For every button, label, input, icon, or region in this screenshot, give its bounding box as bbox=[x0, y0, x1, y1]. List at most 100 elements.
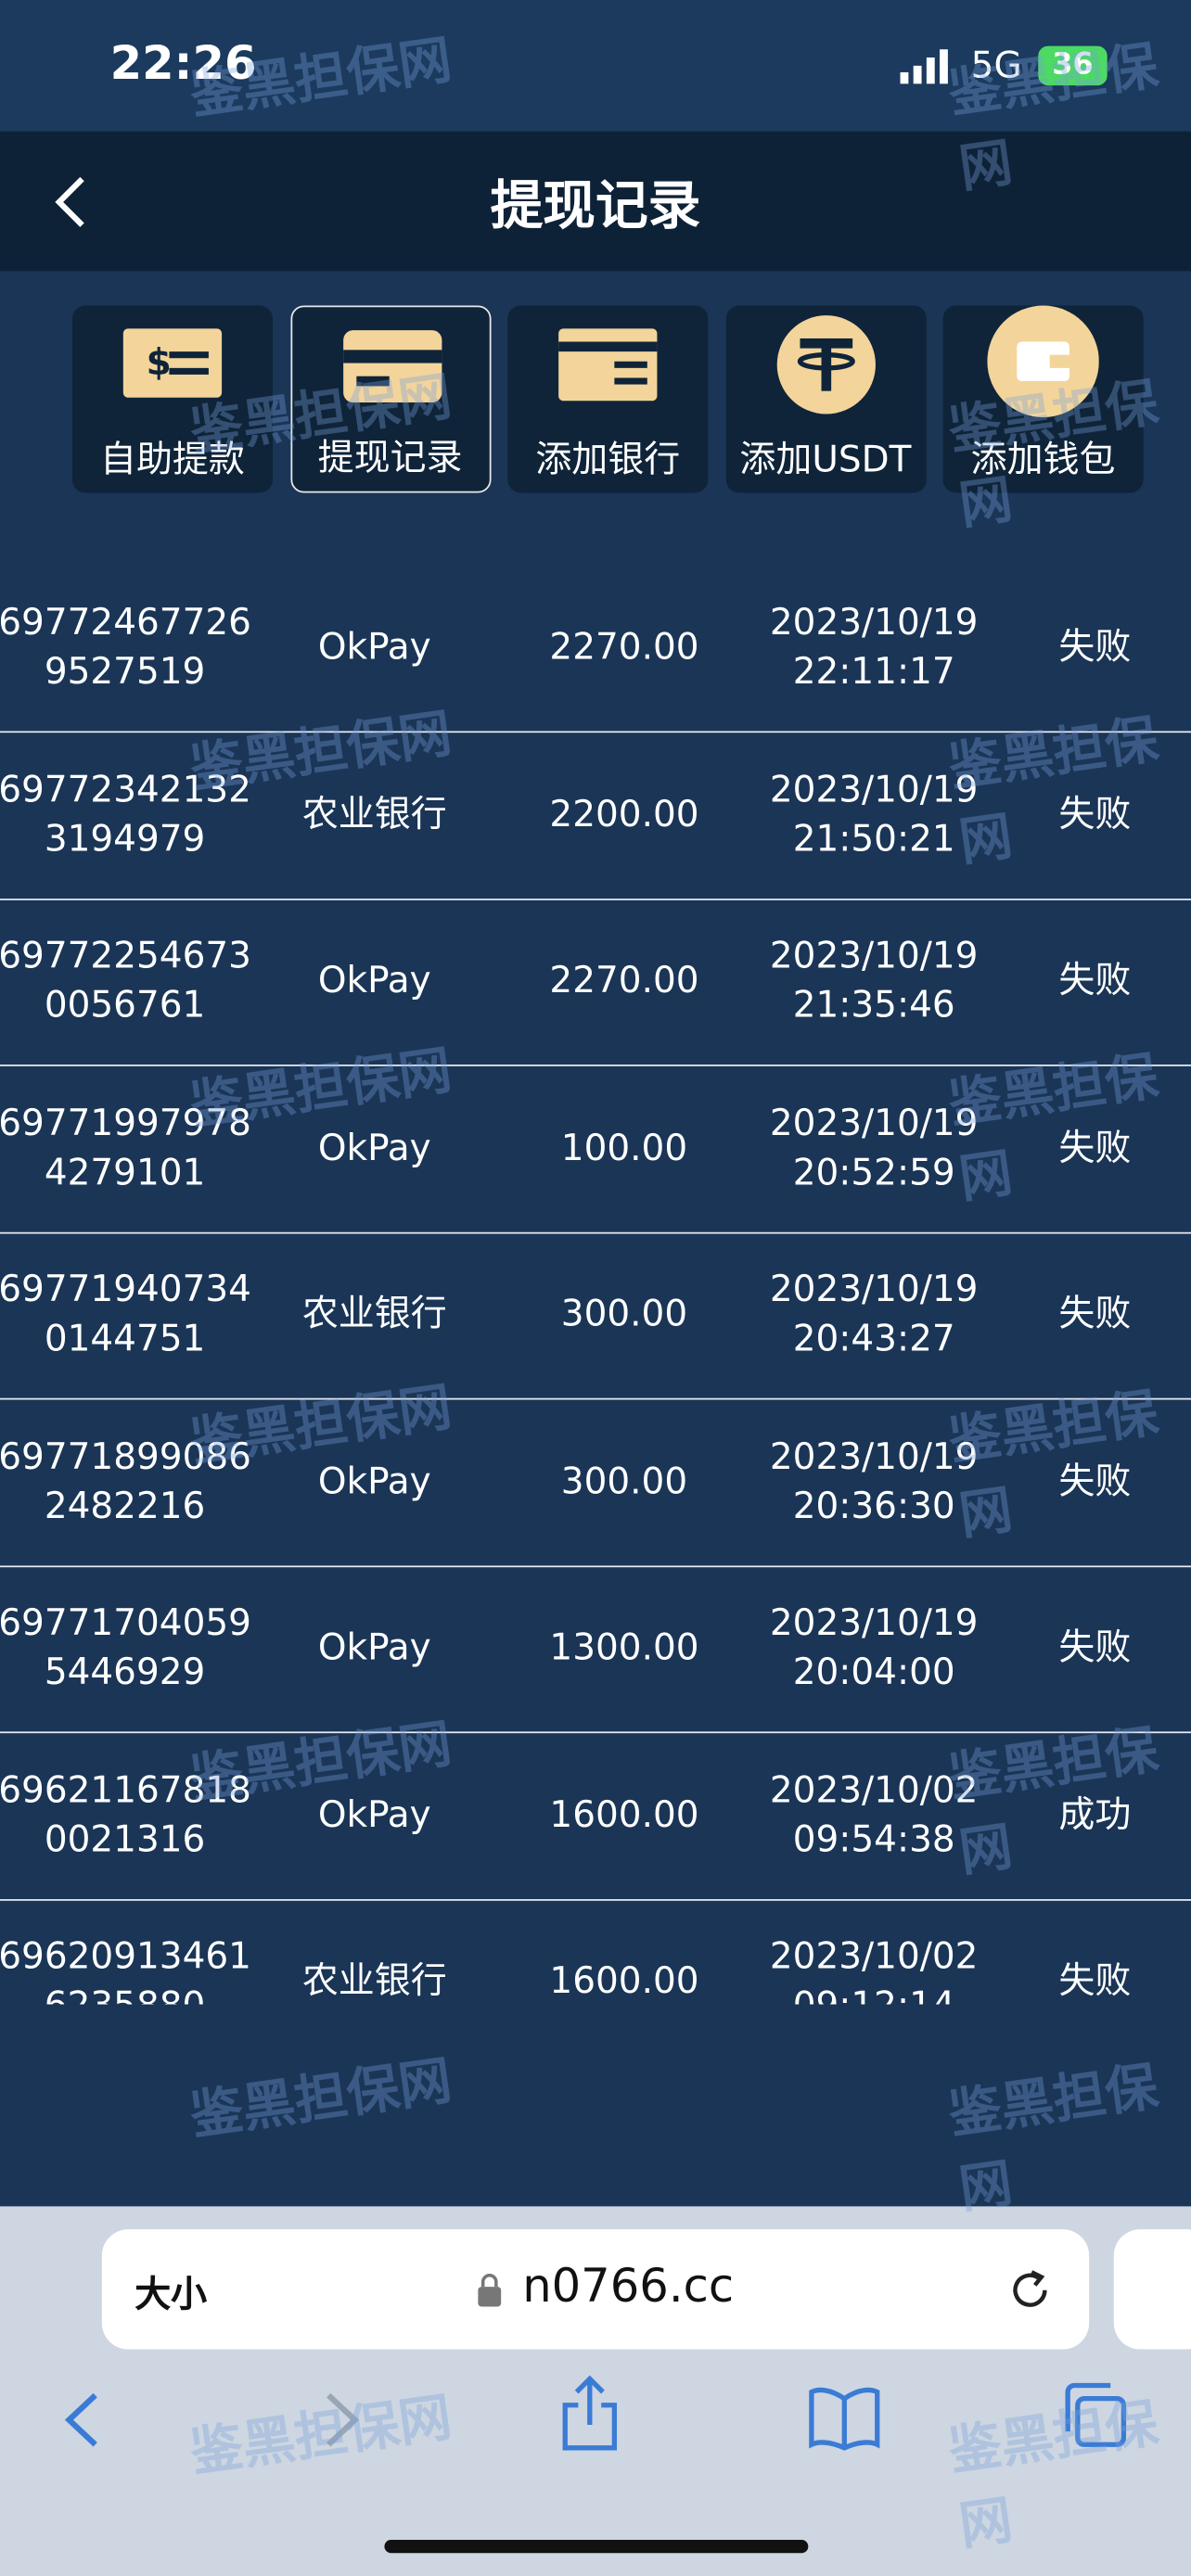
date: 2023/10/19 bbox=[769, 1103, 979, 1144]
order-id-line: 69772467726 bbox=[0, 603, 251, 644]
tab-button[interactable]: 添加银行 bbox=[507, 305, 709, 493]
order-id-line: 2482216 bbox=[44, 1486, 206, 1527]
amount: 2270.00 bbox=[549, 961, 699, 1002]
time: 20:43:27 bbox=[792, 1319, 955, 1360]
back-nav[interactable] bbox=[64, 2392, 97, 2447]
amount: 1600.00 bbox=[549, 1794, 699, 1836]
datetime: 2023/10/19 21:35:46 bbox=[749, 900, 999, 1065]
tab-label: 添加钱包 bbox=[970, 440, 1116, 482]
record-row: 69620913461 6235880 农业银行 1600.00 2023/10/02 0… bbox=[0, 1901, 1191, 2005]
status: 失败 bbox=[1058, 1460, 1132, 1503]
date: 2023/10/19 bbox=[769, 1603, 979, 1645]
record-row: 69771704059 5446929 OkPay 1300.00 2023/10/19… bbox=[0, 1567, 1191, 1734]
tab-label: 添加USDT bbox=[739, 440, 912, 482]
amount: 100.00 bbox=[560, 1128, 688, 1169]
bookmarks-nav[interactable] bbox=[809, 2387, 880, 2451]
reload-button[interactable] bbox=[1005, 2265, 1055, 2315]
tab-label: 提现记录 bbox=[317, 439, 463, 480]
status: 失败 bbox=[1058, 961, 1132, 1002]
order-id-line: 69620913461 bbox=[0, 1936, 251, 1979]
method: OkPay bbox=[317, 627, 431, 670]
order-id-line: 9527519 bbox=[44, 652, 206, 694]
method: OkPay bbox=[317, 1460, 431, 1503]
datetime: 2023/10/19 20:04:00 bbox=[749, 1567, 999, 1731]
status: 失败 bbox=[1058, 1961, 1132, 2003]
amount: 300.00 bbox=[560, 1460, 688, 1503]
date: 2023/10/19 bbox=[769, 1436, 979, 1478]
status: 失败 bbox=[1058, 1128, 1132, 1169]
status: 失败 bbox=[1058, 1627, 1132, 1670]
time: 20:52:59 bbox=[792, 1152, 955, 1194]
amount: 1300.00 bbox=[549, 1627, 699, 1670]
time: 22:11:17 bbox=[792, 652, 955, 694]
time: 20:36:30 bbox=[792, 1486, 955, 1527]
tab-button[interactable]: 添加钱包 bbox=[942, 305, 1144, 493]
tab-button[interactable]: 添加USDT bbox=[724, 305, 926, 493]
tab-icon: $ bbox=[122, 328, 223, 398]
amount: 300.00 bbox=[560, 1294, 688, 1336]
order-id-line: 69772254673 bbox=[0, 936, 251, 978]
record-row: 69771940734 0144751 农业银行 300.00 2023/10/19 20… bbox=[0, 1234, 1191, 1400]
tab-icon bbox=[775, 315, 876, 414]
amount: 1600.00 bbox=[549, 1961, 699, 2003]
time: 21:35:46 bbox=[792, 986, 955, 1027]
network: 5G bbox=[970, 45, 1022, 87]
order-id: 69771899086 2482216 bbox=[0, 1400, 251, 1564]
order-id: 69772342132 3194979 bbox=[0, 733, 251, 898]
tab-icon bbox=[987, 305, 1099, 418]
date: 2023/10/19 bbox=[769, 770, 979, 811]
record-row: 69772342132 3194979 农业银行 2200.00 2023/10/19 2… bbox=[0, 733, 1191, 899]
order-id: 69771940734 0144751 bbox=[0, 1234, 251, 1398]
status: 失败 bbox=[1058, 1294, 1132, 1336]
status: 失败 bbox=[1058, 627, 1132, 670]
record-row: 69771997978 4279101 OkPay 100.00 2023/10/19 2… bbox=[0, 1067, 1191, 1233]
date: 2023/10/19 bbox=[769, 603, 979, 644]
order-id-line: 0021316 bbox=[44, 1819, 206, 1861]
time: 22:26 bbox=[109, 35, 257, 91]
order-id-line: 69621167818 bbox=[0, 1769, 251, 1812]
order-id-line: 3194979 bbox=[44, 819, 206, 861]
datetime: 2023/10/02 09:12:14 bbox=[749, 1901, 999, 2005]
record-row: 69771899086 2482216 OkPay 300.00 2023/10/19 2… bbox=[0, 1400, 1191, 1567]
tab-button[interactable]: $ 自助提款 bbox=[71, 305, 273, 493]
date: 2023/10/02 bbox=[769, 1769, 979, 1812]
order-id-line: 69771997978 bbox=[0, 1103, 251, 1144]
datetime: 2023/10/19 20:43:27 bbox=[749, 1234, 999, 1398]
next-tab-pill[interactable] bbox=[1113, 2229, 1191, 2350]
tab-icon bbox=[558, 328, 658, 402]
date: 2023/10/19 bbox=[769, 936, 979, 978]
page-title: 提现记录 bbox=[490, 173, 701, 237]
order-id-line: 69771899086 bbox=[0, 1436, 251, 1478]
time: 21:50:21 bbox=[792, 819, 955, 861]
record-row: 69772254673 0056761 OkPay 2270.00 2023/10/19… bbox=[0, 900, 1191, 1066]
back-button[interactable] bbox=[49, 174, 89, 230]
url: n0766.cc bbox=[522, 2259, 735, 2314]
watermark: 鉴黑担保网 bbox=[944, 2054, 1162, 2221]
tabs-nav[interactable] bbox=[1065, 2382, 1127, 2447]
tab-label: 自助提款 bbox=[100, 440, 245, 482]
datetime: 2023/10/02 09:54:38 bbox=[749, 1734, 999, 1898]
tab-icon bbox=[342, 330, 442, 403]
date: 2023/10/19 bbox=[769, 1269, 979, 1311]
order-id: 69621167818 0021316 bbox=[0, 1734, 251, 1898]
record-row: 69772467726 9527519 OkPay 2270.00 2023/10/19… bbox=[0, 567, 1191, 733]
forward-nav[interactable] bbox=[327, 2392, 360, 2447]
tab-button[interactable]: 提现记录 bbox=[289, 305, 491, 493]
method: 农业银行 bbox=[301, 1294, 447, 1336]
order-id-line: 0144751 bbox=[44, 1319, 206, 1360]
text-size-button[interactable]: 大小 bbox=[134, 2275, 208, 2317]
datetime: 2023/10/19 20:52:59 bbox=[749, 1067, 999, 1231]
address-bar[interactable]: 大小 n0766.cc bbox=[101, 2229, 1090, 2350]
home-indicator bbox=[384, 2540, 809, 2554]
record-row: 69621167818 0021316 OkPay 1600.00 2023/10/02… bbox=[0, 1734, 1191, 1900]
share-nav[interactable] bbox=[562, 2375, 618, 2451]
order-id-line: 69772342132 bbox=[0, 770, 251, 811]
status: 失败 bbox=[1058, 794, 1132, 835]
order-id-line: 69771704059 bbox=[0, 1603, 251, 1645]
order-id: 69771997978 4279101 bbox=[0, 1067, 251, 1231]
battery: 36 bbox=[1038, 45, 1108, 86]
method: OkPay bbox=[317, 1128, 431, 1169]
order-id-line: 4279101 bbox=[44, 1152, 206, 1194]
order-id: 69772254673 0056761 bbox=[0, 900, 251, 1065]
